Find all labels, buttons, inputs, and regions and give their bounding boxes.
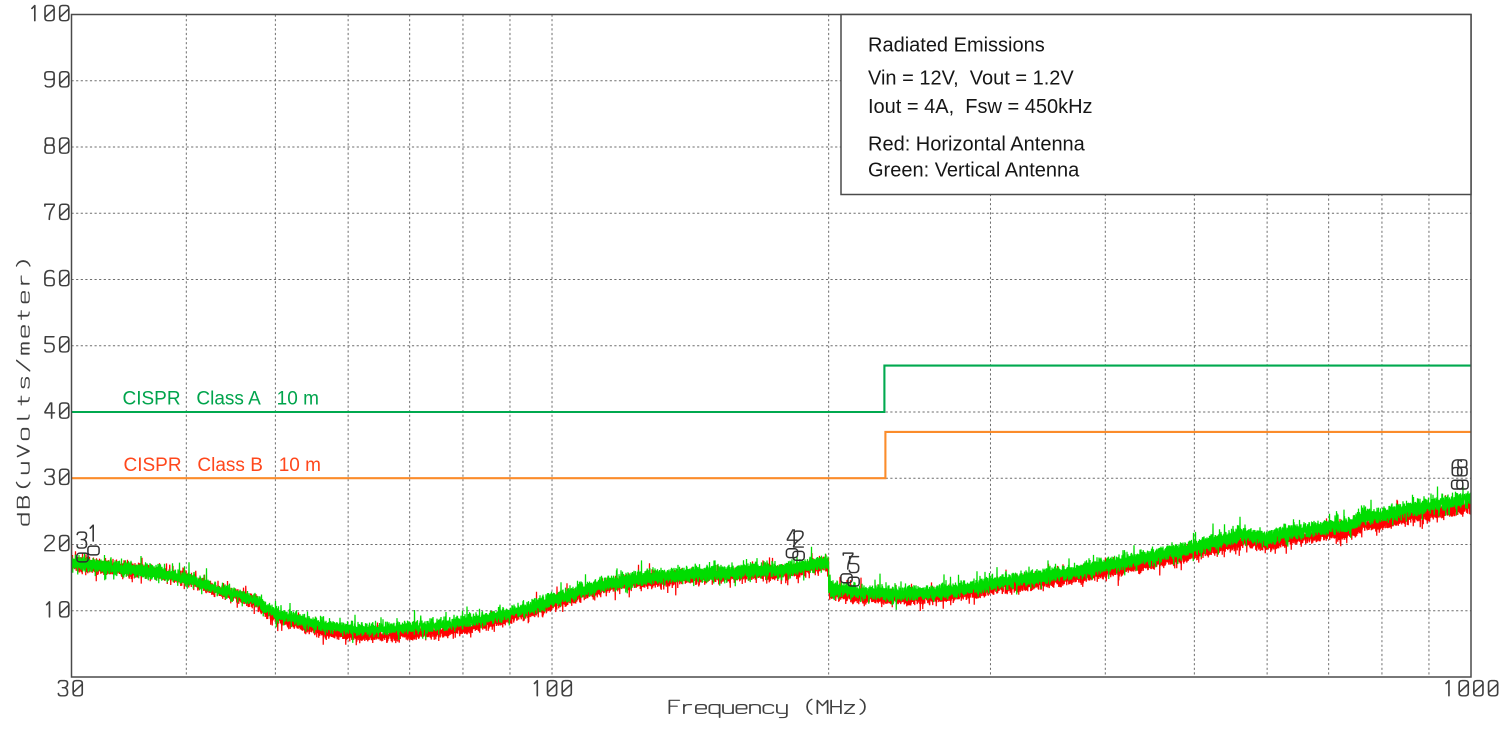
svg-text:CISPR Class B 10 m: CISPR Class B 10 m — [124, 455, 321, 476]
svg-text:Radiated Emissions: Radiated Emissions — [868, 35, 1045, 57]
svg-text:CISPR Class A 10 m: CISPR Class A 10 m — [123, 389, 319, 410]
svg-text:Vin = 12V, Vout = 1.2V: Vin = 12V, Vout = 1.2V — [868, 68, 1074, 90]
svg-text:Red: Horizontal Antenna: Red: Horizontal Antenna — [868, 134, 1086, 156]
svg-text:Iout = 4A, Fsw = 450kHz: Iout = 4A, Fsw = 450kHz — [868, 96, 1093, 118]
svg-text:Green: Vertical Antenna: Green: Vertical Antenna — [868, 160, 1080, 182]
